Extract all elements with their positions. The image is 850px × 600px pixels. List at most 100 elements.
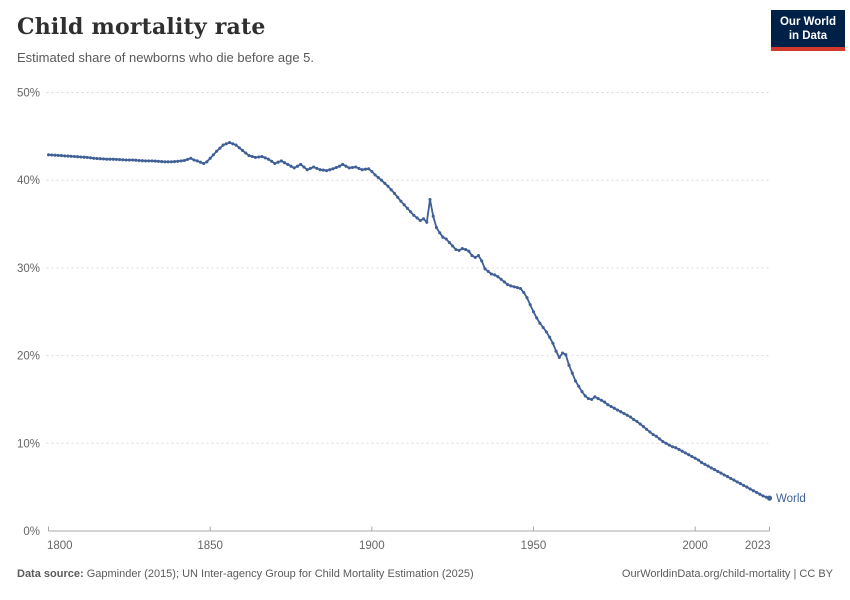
series-point: [383, 181, 387, 185]
series-point: [134, 158, 138, 162]
series-point: [215, 149, 219, 153]
series-point: [101, 157, 106, 161]
series-point: [751, 489, 755, 493]
series-point: [677, 447, 681, 451]
series-point: [295, 164, 300, 168]
series-point: [641, 425, 645, 429]
series-point: [596, 397, 600, 401]
chart-footer: Data source: Gapminder (2015); UN Inter-…: [0, 568, 850, 580]
series-point: [173, 160, 177, 164]
series-point: [738, 482, 742, 486]
page-title: Child mortality rate: [17, 14, 266, 40]
series-point: [396, 195, 400, 199]
series-point: [496, 275, 500, 279]
series-point: [360, 168, 364, 172]
series-point: [700, 461, 704, 465]
series-point: [108, 157, 112, 161]
series-point: [127, 158, 131, 162]
series-point: [318, 168, 322, 172]
series-point: [554, 349, 558, 353]
series-point: [651, 432, 655, 437]
series-point: [434, 226, 439, 230]
series-point: [208, 156, 212, 160]
series-point: [169, 160, 173, 164]
series-point: [483, 267, 487, 271]
series-point: [279, 159, 283, 163]
series-point: [447, 240, 451, 245]
series-point: [185, 157, 190, 161]
series-point: [302, 165, 306, 169]
series-point: [405, 206, 409, 210]
series-point: [56, 153, 60, 157]
series-point: [341, 162, 345, 166]
series-point: [748, 487, 752, 491]
series-point: [551, 341, 555, 345]
series-point: [247, 154, 251, 158]
series-point: [480, 259, 484, 263]
data-source-label: Data source:: [17, 568, 84, 580]
series-point: [221, 143, 225, 147]
series-point: [425, 220, 429, 224]
series-point: [357, 166, 361, 170]
series-point: [476, 254, 481, 258]
series-point: [82, 155, 86, 159]
series-point: [121, 158, 125, 162]
series-point: [645, 427, 649, 431]
series-point: [722, 473, 726, 477]
series-point: [725, 475, 730, 479]
series-line-world: [47, 141, 771, 499]
series-point: [282, 161, 287, 165]
series-point: [153, 159, 157, 163]
series-point: [111, 157, 115, 161]
series-point: [541, 325, 545, 330]
series-point: [392, 191, 397, 195]
series-point: [79, 155, 83, 159]
series-point: [583, 394, 587, 398]
series-point: [166, 160, 170, 164]
series-point: [85, 155, 89, 159]
series-point: [240, 148, 245, 152]
series-point: [493, 273, 497, 277]
series-point: [638, 422, 642, 426]
series-point: [719, 471, 723, 475]
series-point: [179, 159, 183, 163]
series-point: [205, 160, 209, 164]
series-point: [528, 303, 532, 307]
owid-logo[interactable]: Our World in Data: [770, 10, 845, 51]
series-point: [328, 168, 332, 172]
series-point: [131, 158, 135, 162]
series-point: [619, 410, 623, 414]
series-point: [363, 167, 367, 171]
series-point: [470, 254, 474, 258]
series-end-label: World: [776, 493, 806, 505]
series-point: [202, 161, 206, 166]
x-axis-tick-label: 1900: [359, 540, 385, 552]
series-point: [628, 415, 633, 419]
series-point: [693, 456, 697, 460]
series-point: [50, 153, 54, 157]
series-point: [211, 153, 215, 157]
series-point: [567, 363, 571, 367]
series-point: [59, 154, 63, 158]
series-point: [308, 166, 312, 170]
series-point: [522, 290, 526, 295]
series-point: [337, 164, 342, 168]
series-point: [124, 158, 128, 162]
series-point: [289, 164, 293, 168]
series-point: [344, 164, 348, 168]
series-point: [192, 158, 196, 162]
series-point: [570, 371, 574, 375]
series-point: [399, 199, 403, 203]
series-point: [473, 255, 477, 259]
series-point: [305, 168, 309, 172]
series-point: [415, 216, 419, 220]
series-point: [270, 159, 274, 163]
series-point: [535, 316, 539, 320]
series-point: [292, 166, 296, 170]
footer-link[interactable]: OurWorldinData.org/child-mortality | CC …: [621, 568, 833, 580]
series-point: [72, 154, 76, 159]
series-point: [460, 247, 464, 251]
series-point: [544, 330, 548, 334]
